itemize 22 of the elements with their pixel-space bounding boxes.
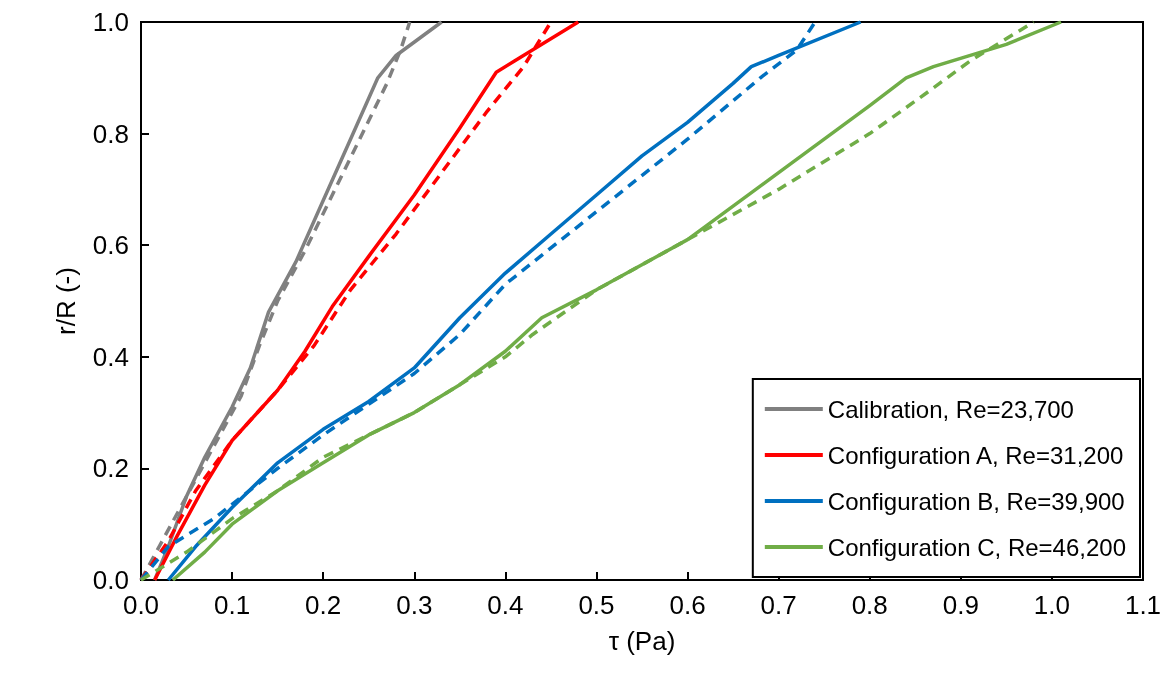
x-tick-label: 0.8: [851, 590, 888, 620]
x-tick-label: 0.7: [760, 590, 797, 620]
x-tick-label: 0.3: [396, 590, 433, 620]
x-tick-label: 0.6: [669, 590, 706, 620]
x-axis-title: τ (Pa): [608, 626, 676, 656]
y-axis-title: r/R (-): [51, 267, 81, 335]
x-tick-label: 0.1: [214, 590, 251, 620]
x-tick-label: 0.9: [942, 590, 979, 620]
x-tick-label: 0.4: [487, 590, 524, 620]
y-tick-label: 0.2: [92, 453, 129, 484]
legend-label: Configuration B, Re=39,900: [827, 487, 1125, 515]
legend-label: Calibration, Re=23,700: [827, 395, 1074, 423]
x-tick-label: 0.2: [305, 590, 342, 620]
legend-label: Configuration C, Re=46,200: [827, 533, 1127, 561]
legend-label: Configuration A, Re=31,200: [827, 441, 1124, 469]
y-tick-label: 0.6: [92, 230, 129, 261]
x-tick-label: 0.5: [578, 590, 615, 620]
y-tick-label: 0.4: [92, 341, 129, 372]
y-tick-label: 1.0: [92, 7, 129, 37]
x-tick-label: 1.1: [1124, 590, 1162, 620]
x-tick-label: 1.0: [1033, 590, 1070, 620]
y-tick-label: 0.8: [92, 118, 129, 149]
